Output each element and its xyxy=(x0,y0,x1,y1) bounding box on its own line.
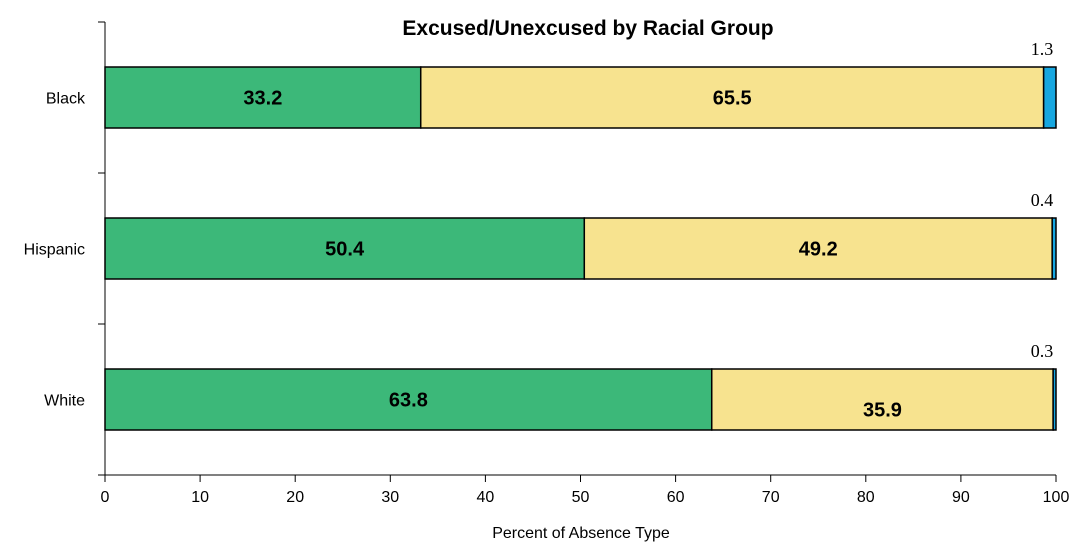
x-tick-label: 20 xyxy=(286,489,304,506)
bar-segment xyxy=(1042,66,1057,129)
data-label: 65.5 xyxy=(713,88,752,110)
x-tick-label: 50 xyxy=(572,489,590,506)
x-tick-label: 80 xyxy=(857,489,875,506)
bar-segment xyxy=(104,368,713,431)
x-tick-label: 90 xyxy=(952,489,970,506)
bar-segment xyxy=(583,217,1053,280)
x-tick-label: 60 xyxy=(667,489,685,506)
y-category-label: Black xyxy=(46,91,86,108)
axes: 0 10 20 30 40 50 60 70 80 90 100 Black Hispanic White xyxy=(24,21,1070,506)
data-label: 63.8 xyxy=(389,390,428,412)
data-label: 50.4 xyxy=(325,239,365,261)
data-label: 35.9 xyxy=(863,400,902,422)
bar-segment xyxy=(1052,368,1057,431)
y-category-label: White xyxy=(44,393,85,410)
x-tick-label: 10 xyxy=(191,489,209,506)
x-tick-label: 100 xyxy=(1043,489,1070,506)
data-label-small: 0.3 xyxy=(1031,341,1054,361)
bar-segment xyxy=(104,217,586,280)
bar-segment xyxy=(104,66,422,129)
y-category-label: Hispanic xyxy=(24,242,85,259)
x-tick-label: 0 xyxy=(101,489,110,506)
chart-title: Excused/Unexcused by Racial Group xyxy=(402,17,773,40)
bar-segment xyxy=(1051,217,1057,280)
data-label-small: 1.3 xyxy=(1031,39,1054,59)
x-tick-label: 40 xyxy=(477,489,495,506)
data-labels: 33.2 65.5 1.3 50.4 49.2 0.4 63.8 35.9 0.3 xyxy=(243,39,1053,422)
x-axis-label: Percent of Absence Type xyxy=(492,525,670,542)
bars xyxy=(104,66,1057,431)
x-tick-label: 30 xyxy=(381,489,399,506)
x-tick-label: 70 xyxy=(762,489,780,506)
data-label: 49.2 xyxy=(799,239,838,261)
data-label-small: 0.4 xyxy=(1031,190,1054,210)
data-label: 33.2 xyxy=(243,88,282,110)
